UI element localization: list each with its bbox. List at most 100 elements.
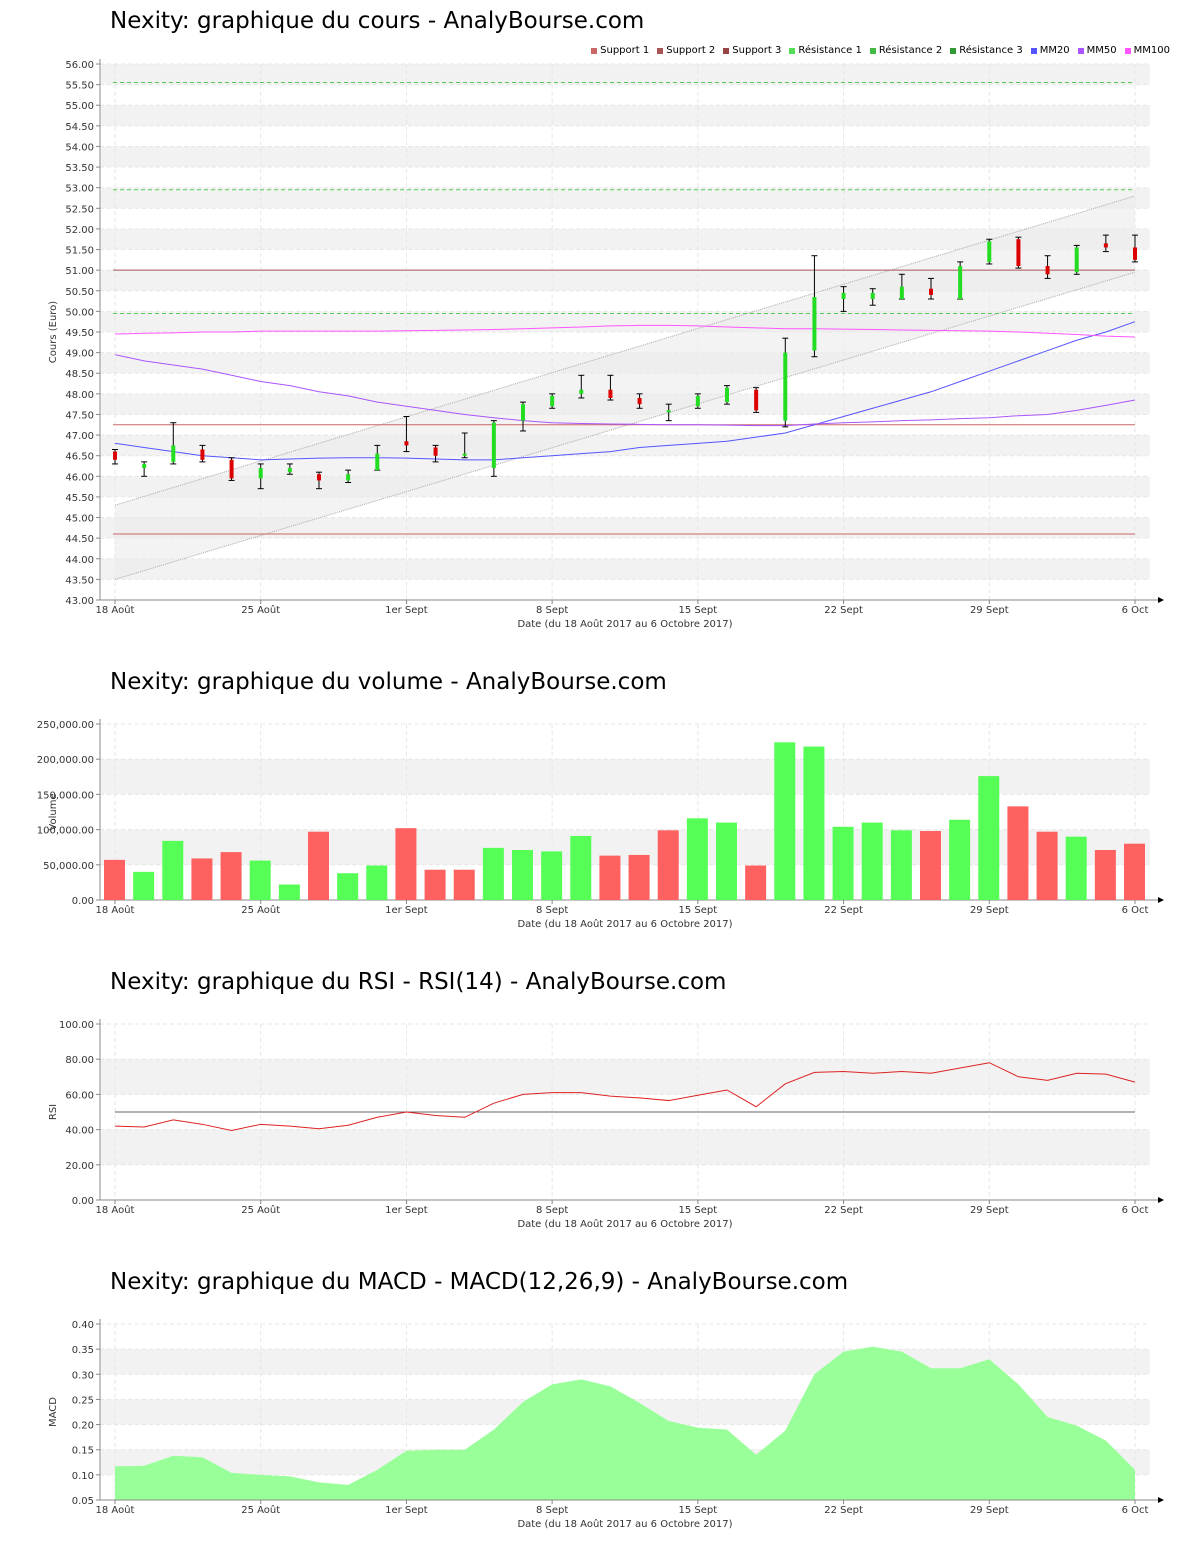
- candle: [869, 288, 876, 306]
- candle-body: [258, 468, 263, 479]
- x-axis-arrow: [1158, 1497, 1164, 1503]
- volume-bar: [249, 860, 271, 900]
- candle-body: [521, 404, 525, 421]
- candle-body: [1074, 247, 1079, 273]
- y-tick-label: 53.50: [65, 163, 94, 174]
- x-tick-label: 6 Oct: [1122, 905, 1149, 916]
- candle: [345, 469, 352, 483]
- candle: [607, 374, 614, 401]
- candle-body: [404, 441, 409, 446]
- volume-bar: [1094, 850, 1116, 900]
- y-axis-label: RSI: [48, 1104, 59, 1120]
- legend-swatch: [1030, 47, 1037, 54]
- grid-band: [101, 105, 1150, 126]
- y-tick-label: 20.00: [65, 1161, 94, 1172]
- macd-chart: 0.05 0.10 0.15 0.20 0.25 0.30 0.35 0.40 18 Août 2…: [48, 1319, 1164, 1530]
- volume-bar: [133, 871, 155, 900]
- x-tick-label: 25 Août: [241, 604, 280, 616]
- y-tick-label: 49.50: [65, 328, 94, 339]
- channel-lower-line: [114, 271, 1136, 580]
- volume-bar: [570, 835, 592, 900]
- legend-label: MM100: [1133, 45, 1170, 56]
- y-tick-label: 250,000.00: [37, 720, 94, 731]
- x-tick-label: 22 Sept: [824, 605, 863, 616]
- candle-body: [754, 389, 759, 411]
- volume-bar: [978, 776, 1000, 900]
- candle: [257, 463, 264, 490]
- y-tick-label: 46.50: [65, 452, 94, 463]
- legend-swatch: [869, 47, 876, 54]
- candle-body: [229, 459, 234, 479]
- x-tick-label: 6 Oct: [1122, 1505, 1149, 1516]
- candle: [811, 255, 818, 358]
- legend-swatch: [1077, 47, 1084, 54]
- y-tick-label: 51.00: [65, 266, 94, 277]
- candle-body: [987, 241, 992, 262]
- y-tick-label: 40.00: [65, 1126, 94, 1137]
- candle-body: [1103, 243, 1108, 248]
- candle-body: [695, 395, 700, 407]
- legend-label: Support 3: [732, 45, 782, 56]
- volume-bar: [395, 828, 417, 900]
- y-tick-label: 60.00: [65, 1090, 94, 1101]
- y-tick-label: 55.00: [65, 101, 94, 112]
- volume-bar: [1065, 836, 1087, 900]
- candle: [1044, 255, 1051, 279]
- candle-body: [899, 286, 904, 300]
- x-tick-label: 8 Sept: [536, 1205, 568, 1216]
- candle-body: [725, 387, 729, 403]
- volume-bar: [716, 822, 737, 900]
- volume-bar: [890, 830, 912, 900]
- y-tick-label: 0.05: [72, 1496, 94, 1507]
- candle-body: [1045, 266, 1050, 275]
- y-tick-label: 54.50: [65, 122, 94, 133]
- candle-body: [171, 445, 176, 462]
- volume-bar: [599, 855, 621, 900]
- volume-bar: [920, 831, 941, 900]
- volume-bar: [949, 819, 971, 900]
- legend-swatch: [723, 47, 730, 54]
- trend-channel: [115, 195, 1135, 580]
- x-tick-label: 25 Août: [241, 904, 280, 916]
- moving-average-mm50: [114, 354, 1136, 427]
- candle-body: [579, 389, 584, 394]
- y-tick-label: 200,000.00: [37, 755, 94, 766]
- volume-bar: [686, 818, 708, 900]
- x-axis-label: Date (du 18 Août 2017 au 6 Octobre 2017): [517, 918, 732, 930]
- x-tick-label: 1er Sept: [385, 905, 428, 916]
- volume-bar: [774, 742, 796, 900]
- grid-band: [101, 829, 1150, 865]
- y-axis-label: MACD: [48, 1397, 59, 1427]
- legend-label: Résistance 2: [878, 45, 943, 56]
- candle: [753, 387, 760, 413]
- grid-band: [101, 558, 1150, 580]
- legend-swatch: [591, 47, 598, 54]
- candle: [549, 393, 556, 409]
- volume-bar: [191, 858, 213, 900]
- x-tick-label: 6 Oct: [1122, 1205, 1149, 1216]
- channel-upper-line: [114, 195, 1136, 506]
- legend-swatch: [657, 47, 664, 54]
- legend-item: Support 2: [657, 45, 715, 56]
- y-tick-label: 45.50: [65, 493, 94, 504]
- candle: [461, 432, 468, 459]
- volume-bar: [803, 746, 825, 900]
- x-axis-arrow: [1158, 1197, 1164, 1203]
- x-axis-label: Date (du 18 Août 2017 au 6 Octobre 2017): [517, 1218, 732, 1230]
- x-tick-label: 6 Oct: [1122, 605, 1149, 616]
- candle-body: [929, 288, 933, 295]
- y-tick-label: 48.00: [65, 390, 94, 401]
- candle: [1073, 244, 1080, 275]
- grid-band: [101, 1129, 1150, 1165]
- candle: [1132, 234, 1138, 263]
- volume-bar: [337, 873, 359, 900]
- volume-chart: 0.00 50,000.00 100,000.00 150,000.00 200,000…: [37, 719, 1164, 930]
- candle: [957, 261, 964, 300]
- candle-body: [375, 453, 380, 471]
- y-tick-label: 54.00: [65, 142, 94, 153]
- candle: [782, 337, 789, 428]
- x-tick-label: 29 Sept: [970, 1205, 1009, 1216]
- y-tick-label: 56.00: [65, 60, 94, 71]
- grid-band: [101, 517, 1150, 539]
- legend-item: MM100: [1124, 45, 1170, 56]
